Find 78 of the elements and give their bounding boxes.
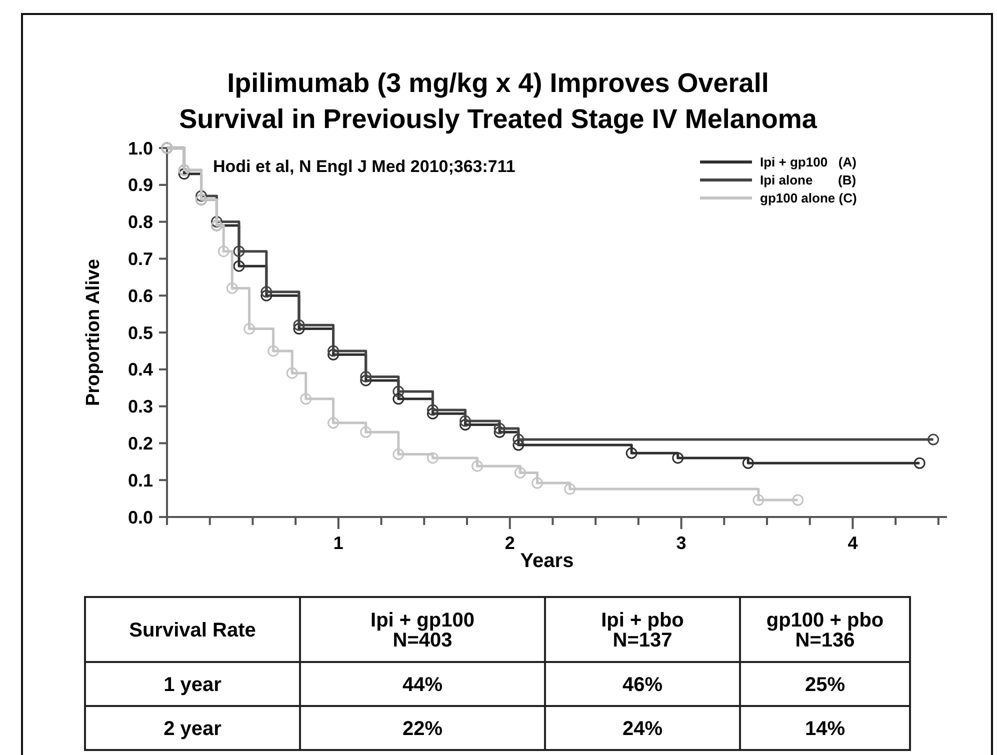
point [328,345,340,357]
point [196,190,208,202]
y-tick-label: 0.0 [128,507,153,528]
category-label: gp100 + pbo N=136 [766,610,884,652]
point [914,457,926,469]
point [293,323,305,335]
point [210,216,222,228]
y-tick-label: 0.1 [128,470,153,490]
legend-label: Ipi + gp100 (A) [760,154,856,170]
point [672,452,684,464]
point [360,374,372,386]
point [260,290,272,302]
point [472,460,484,472]
legend-label: gp100 alone (C) [760,190,857,206]
text: 14% [804,718,846,740]
point [226,282,238,294]
point [564,483,576,495]
point [532,477,544,489]
point [293,319,305,331]
y-tick-label: 0.7 [128,249,153,269]
category-label: Ipi + gp100 N=403 [370,610,474,652]
point [300,393,312,405]
annotation: Hodi et al, N Engl J Med 2010;363:711 [213,157,516,176]
point [460,419,472,430]
category-label: 2 year [164,718,222,740]
x-tick-label: 2 [504,533,515,553]
category-label: Ipi + pbo N=137 [601,610,684,652]
point [494,422,506,434]
point [742,457,754,469]
y-tick-label: 0.6 [128,286,153,306]
point [178,168,190,180]
x-tick-label: 1 [333,533,344,553]
point [494,426,506,438]
point [233,246,245,258]
text: 22% [402,718,443,740]
point [512,439,524,451]
point [360,371,372,383]
point [512,434,524,446]
point [260,286,272,298]
x-axis-title: Years [520,550,574,572]
point [328,417,340,429]
point [360,426,372,438]
point [328,348,340,360]
text: 24% [622,718,663,740]
y-tick-label: 0.9 [128,175,153,196]
y-tick-label: 1.0 [128,138,153,158]
y-tick-label: 0.2 [128,434,153,454]
point [792,494,804,506]
point [426,408,438,420]
point [626,447,638,459]
point [426,404,438,416]
point [392,386,404,398]
point [392,393,404,405]
point [286,367,298,379]
y-tick-label: 0.4 [128,360,153,380]
text: 44% [402,674,443,696]
point [392,448,404,460]
x-tick-label: 4 [848,533,858,553]
y-axis-title: Proportion Alive [83,258,104,406]
text: 25% [804,674,846,696]
point [514,466,526,478]
legend-label: Ipi alone (B) [760,172,856,188]
point [218,246,230,258]
x-tick-label: 3 [676,533,686,553]
point [233,260,245,272]
y-tick-label: 0.5 [128,322,153,343]
y-tick-label: 0.8 [128,212,153,232]
y-tick-label: 0.3 [128,396,153,417]
point [426,452,438,464]
point [244,323,256,335]
chart-title: Ipilimumab (3 mg/kg x 4) Improves Overall Survival in Previously Treated Stage IV Melanoma [179,68,818,134]
point [268,345,280,357]
point [928,434,940,446]
point [460,415,472,427]
text: Survival Rate [129,620,256,642]
text: 46% [622,674,663,696]
category-label: 1 year [164,674,222,696]
point [752,494,764,506]
